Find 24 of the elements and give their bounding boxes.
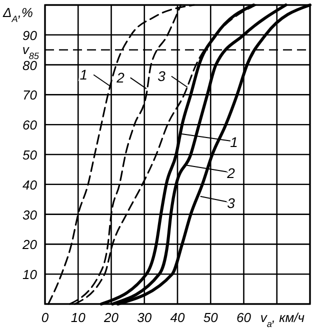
y-tick-label: 90	[22, 28, 38, 43]
annotation: 1	[230, 134, 238, 150]
annotation: 2	[116, 70, 125, 86]
x-axis-title: v$_{a}$, км/ч	[260, 310, 305, 328]
x-tick-label: 40	[170, 310, 186, 325]
y-axis-title: Δ$_{A}$,%	[2, 5, 33, 24]
y-tick-label: 60	[22, 118, 38, 133]
y-tick-label: 50	[22, 148, 38, 162]
y-tick-label: 20	[22, 237, 38, 252]
ref-line-label: v$_{85}$	[22, 42, 40, 61]
x-tick-label: 50	[203, 310, 219, 325]
x-tick-label: 10	[70, 310, 86, 325]
annotation: 3	[227, 195, 236, 211]
x-tick-label: 0	[41, 310, 50, 325]
y-tick-label: 70	[22, 88, 38, 103]
y-tick-label: 10	[22, 267, 38, 282]
y-tick-label: 40	[22, 177, 38, 192]
annotation: 3	[158, 68, 166, 84]
x-tick-label: 60	[236, 310, 252, 325]
annotation: 1	[80, 66, 88, 83]
x-tick-label: 20	[103, 310, 120, 325]
annotation: 2	[226, 165, 236, 181]
y-tick-label: 30	[22, 207, 38, 222]
x-tick-label: 30	[137, 310, 152, 325]
